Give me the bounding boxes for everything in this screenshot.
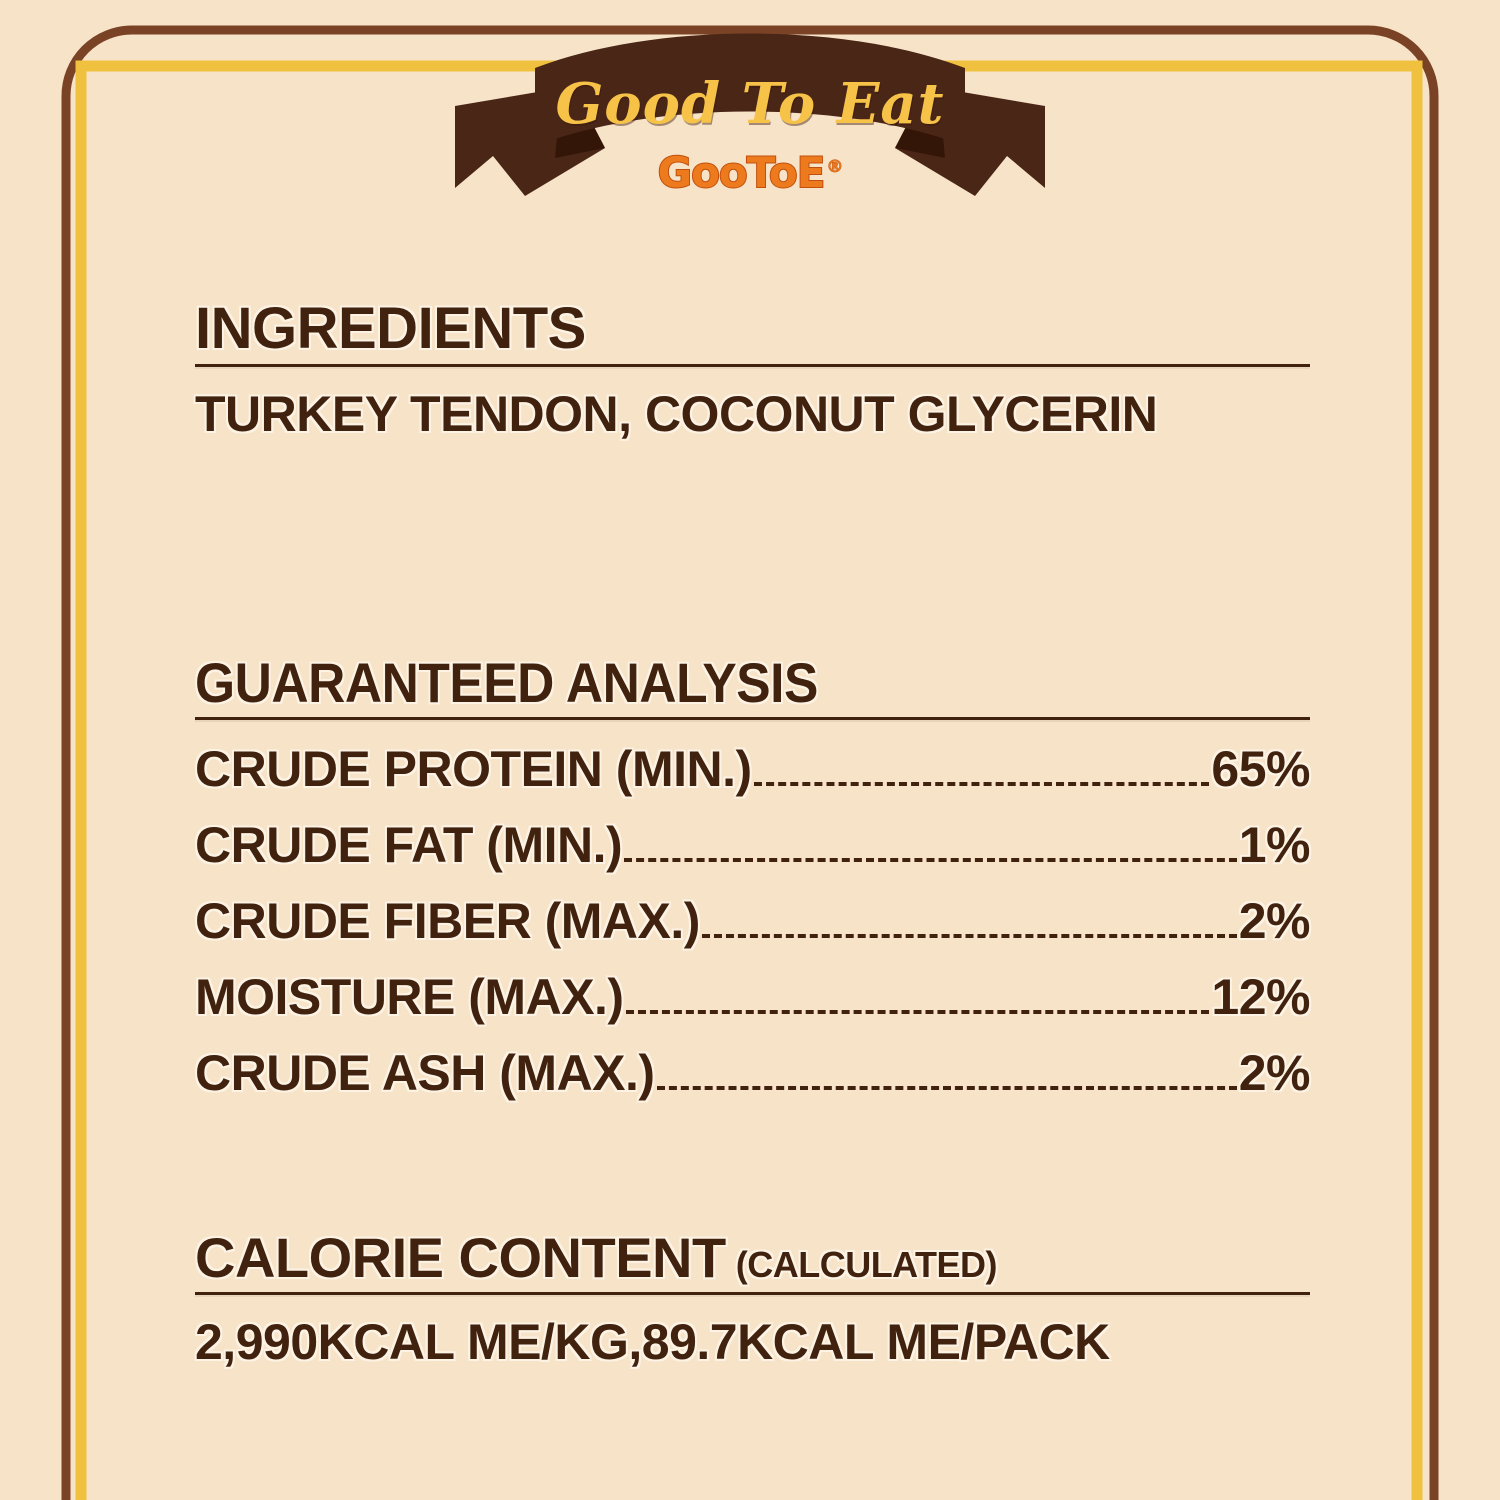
ingredients-section: INGREDIENTS TURKEY TENDON, COCONUT GLYCE… (195, 300, 1310, 439)
analysis-row-label: MOISTURE (MAX.) (195, 969, 624, 1025)
calorie-content-divider (195, 1292, 1310, 1297)
analysis-row-label: CRUDE FAT (MIN.) (195, 817, 623, 873)
analysis-row: CRUDE PROTEIN (MIN.) 65% (195, 744, 1310, 820)
analysis-row: CRUDE FAT (MIN.) 1% (195, 817, 1311, 896)
analysis-row-value: 2% (1238, 1045, 1311, 1101)
analysis-row-value: 1% (1238, 817, 1311, 873)
analysis-row-value: 2% (1238, 893, 1311, 949)
guaranteed-analysis-rows: CRUDE PROTEIN (MIN.) 65% CRUDE FAT (MIN.… (195, 744, 1311, 1124)
guaranteed-analysis-divider (195, 717, 1310, 722)
calorie-content-heading: CALORIE CONTENT (195, 1226, 726, 1289)
brand-banner: Good To Eat GooToE ® (455, 28, 1045, 213)
leader-dots (624, 858, 1237, 862)
analysis-row-label: CRUDE ASH (MAX.) (195, 1045, 655, 1101)
guaranteed-analysis-heading: GUARANTEED ANALYSIS (195, 651, 818, 714)
analysis-row: CRUDE ASH (MAX.) 2% (195, 1045, 1311, 1124)
calorie-heading-row: CALORIE CONTENT (CALCULATED) (195, 1230, 1310, 1286)
calorie-content-heading-note: (CALCULATED) (735, 1244, 998, 1285)
registered-trademark-icon: ® (826, 157, 844, 178)
ingredients-body: TURKEY TENDON, COCONUT GLYCERIN (195, 386, 1158, 442)
analysis-row-value: 12% (1211, 969, 1310, 1025)
analysis-row-value: 65% (1211, 741, 1310, 797)
leader-dots (753, 782, 1210, 786)
banner-title: Good To Eat (555, 71, 945, 137)
leader-dots (656, 1086, 1237, 1090)
analysis-row: MOISTURE (MAX.) 12% (195, 972, 1310, 1048)
analysis-row: CRUDE FIBER (MAX.) 2% (195, 893, 1311, 972)
brand-logo: GooToE ® (455, 147, 1045, 198)
ingredients-heading: INGREDIENTS (195, 296, 586, 361)
guaranteed-analysis-heading-block: GUARANTEED ANALYSIS (195, 655, 1310, 722)
analysis-row-label: CRUDE FIBER (MAX.) (195, 893, 700, 949)
ingredients-divider (195, 364, 1310, 369)
calorie-content-body: 2,990KCAL ME/KG,89.7KCAL ME/PACK (195, 1314, 1110, 1370)
brand-logo-text: GooToE (657, 147, 827, 198)
calorie-content-section: CALORIE CONTENT (CALCULATED) 2,990KCAL M… (195, 1230, 1310, 1367)
leader-dots (701, 934, 1237, 938)
leader-dots (625, 1010, 1210, 1014)
analysis-row-label: CRUDE PROTEIN (MIN.) (195, 741, 752, 797)
